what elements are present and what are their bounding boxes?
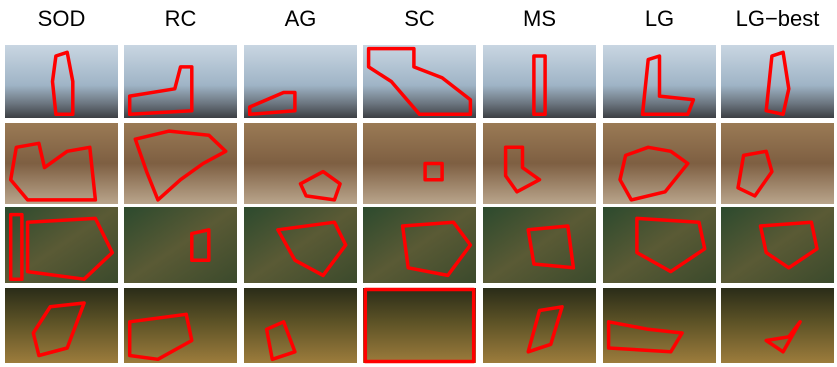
image-cell [483, 207, 596, 283]
image-cell [483, 288, 596, 363]
column-header: RC [165, 6, 197, 31]
image-cell [124, 123, 237, 204]
column-header: LG [645, 6, 674, 31]
image-cell [244, 207, 357, 283]
image-cell [721, 288, 834, 363]
column-header: SOD [38, 6, 86, 31]
image-cell [244, 123, 357, 204]
image-cell [124, 45, 237, 118]
image-cell [244, 288, 357, 363]
column-header: LG−best [736, 6, 820, 31]
image-cell [124, 288, 237, 363]
image-cell [363, 45, 476, 118]
image-cell [124, 207, 237, 283]
column-header: AG [285, 6, 317, 31]
figure: SOD RC AG SC MS LG LG−best [0, 0, 837, 367]
image-cell [363, 288, 476, 363]
image-cell [363, 123, 476, 204]
image-cell [483, 123, 596, 204]
column-header: MS [523, 6, 556, 31]
image-cell [5, 288, 118, 363]
image-grid [5, 45, 834, 363]
column-header: SC [404, 6, 435, 31]
column-headers: SOD RC AG SC MS LG LG−best [38, 6, 820, 31]
image-cell [721, 123, 834, 204]
image-cell [244, 45, 357, 118]
